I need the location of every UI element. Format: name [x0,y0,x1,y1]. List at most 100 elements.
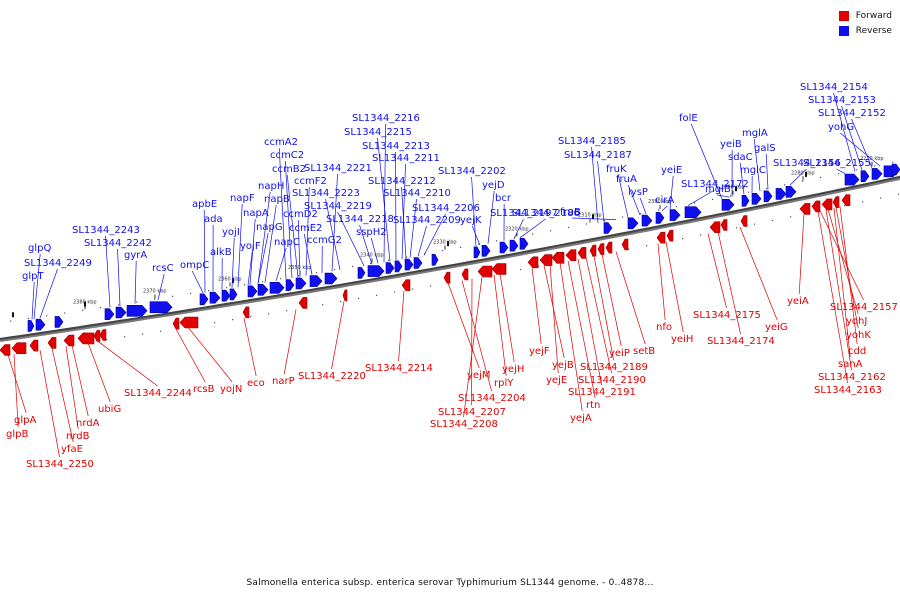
forward-gene-label: nfo [656,322,672,333]
minor-tick [802,180,804,182]
leader-line [134,260,137,304]
legend-reverse-label: Reverse [855,25,892,36]
leader-line [71,345,89,417]
minor-tick [46,315,48,317]
leader-line [487,190,495,244]
forward-gene-arrow [401,279,411,292]
minor-tick [532,233,534,235]
forward-gene-arrow [242,306,250,319]
reverse-gene-arrow [741,195,750,207]
forward-gene-arrow [666,229,674,242]
forward-gene-label: SL1344_2163 [814,385,882,396]
reverse-gene-label: SL1344_2206 [412,203,480,214]
leader-line [191,270,204,293]
minor-tick [298,275,300,277]
leader-line [707,233,727,309]
legend-reverse: Reverse [838,23,892,38]
minor-tick [538,265,540,267]
forward-gene-label: yejF [529,346,550,357]
minor-tick [322,304,324,306]
leader-line [577,258,602,386]
reverse-gene-arrow [891,163,900,176]
forward-gene-label: rtn [586,400,600,411]
minor-tick [592,255,594,257]
leader-line [531,267,542,345]
scale-tick-label: 2290 kbp [721,185,745,191]
reverse-gene-label: SL1344_2216 [352,113,420,124]
minor-tick [898,193,900,195]
major-tick [735,186,737,192]
leader-line [398,290,405,362]
forward-gene-arrow [11,342,27,355]
reverse-gene-arrow [860,170,870,182]
legend-forward-label: Forward [855,10,892,21]
forward-gene-label: SL1344_2190 [578,375,646,386]
forward-gene-label: yfaE [61,444,83,455]
leader-line [257,191,271,284]
leader-line [585,257,612,374]
forward-gene-label: SL1344_2208 [430,419,498,430]
leader-line [819,210,864,301]
leader-line [591,146,599,224]
leader-line [97,341,158,387]
leader-line [615,251,646,345]
leader-line [739,162,745,195]
leader-line [275,247,287,281]
reverse-gene-label: mglA [742,128,768,139]
forward-gene-label: yohK [846,330,871,341]
reverse-gene-arrow [509,239,519,252]
leader-line [717,194,731,198]
forward-gene-label: SL1344_2244 [124,388,192,399]
forward-gene-label: SL1344_2250 [26,459,94,470]
forward-gene-label: SL1344_2214 [365,363,433,374]
minor-tick [316,272,318,274]
reverse-gene-label: mglC [740,165,766,176]
forward-gene-arrow [577,247,587,259]
reverse-gene-arrow [367,265,385,277]
forward-gene-label: SL1344_2191 [568,387,636,398]
reverse-gene-label: ccmG2 [307,235,342,246]
minor-tick [838,173,840,175]
minor-tick [844,205,846,207]
reverse-gene-label: SL1344_2242 [84,238,152,249]
forward-gene-label: yejB [552,360,574,371]
forward-gene-label: SL1344_2204 [458,393,526,404]
leader-line [499,273,515,363]
map-caption: Salmonella enterica subsp. enterica sero… [246,578,654,588]
reverse-gene-label: SL1344_2215 [344,127,412,138]
leader-line [105,235,111,308]
minor-tick [106,339,108,341]
major-tick [447,241,449,247]
major-tick [12,312,14,318]
reverse-gene-arrow [54,316,64,328]
reverse-gene-arrow [751,193,762,205]
minor-tick [352,265,354,268]
reverse-gene-label: lysP [628,187,648,198]
leader-line [283,309,297,375]
reverse-swatch [838,25,849,36]
reverse-gene-label: ada [204,214,223,225]
major-tick [84,301,86,307]
forward-gene-label: SL1344_2220 [298,371,366,382]
forward-gene-arrow [811,200,821,213]
leader-line [627,184,641,216]
leader-line [661,205,668,211]
reverse-gene-label: SL1344_2156 [773,158,841,169]
legend-forward: Forward [838,8,892,23]
leader-line [593,255,614,361]
leader-line [203,209,206,293]
leader-line [175,328,206,383]
minor-tick [622,216,624,218]
leader-line [798,214,805,295]
leader-line [337,211,365,266]
reverse-gene-arrow [844,173,860,186]
reverse-gene-arrow [309,275,323,287]
leader-line [286,174,299,278]
leader-line [257,232,269,284]
leader-line [839,132,881,167]
reverse-gene-label: SL1344_2197 [490,208,558,219]
reverse-gene-label: SL1344_2209 [393,215,461,226]
forward-gene-arrow [740,215,748,227]
forward-gene-label: yejE [546,375,567,386]
